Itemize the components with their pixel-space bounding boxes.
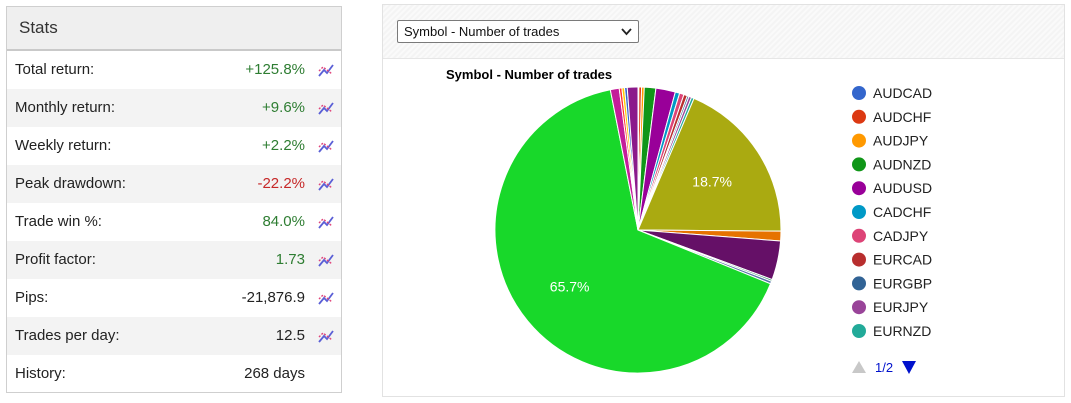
legend-item[interactable]: EURCAD <box>873 252 932 268</box>
trend-chart-icon[interactable] <box>317 290 335 306</box>
legend-swatch <box>852 109 866 124</box>
legend-swatch <box>852 300 866 315</box>
legend-swatch <box>852 157 866 172</box>
stat-row: Trade win %: 84.0% <box>7 203 341 241</box>
legend-item[interactable]: AUDNZD <box>873 156 931 172</box>
stat-value: 268 days <box>244 365 305 382</box>
legend-swatch <box>852 181 866 196</box>
trend-chart-icon[interactable] <box>317 62 335 78</box>
chart-title: Symbol - Number of trades <box>446 67 612 82</box>
slice-label: 65.7% <box>550 278 590 294</box>
pie-slice[interactable] <box>626 86 639 231</box>
legend-swatch <box>852 324 866 338</box>
stat-value: 1.73 <box>275 251 305 268</box>
stat-label: Trades per day: <box>15 327 120 344</box>
pie-chart: Symbol - Number of trades 18.7% 65.7% AUDCA… <box>446 67 932 375</box>
legend-item[interactable]: EURNZD <box>873 323 931 339</box>
legend-item[interactable]: AUDCHF <box>873 109 931 125</box>
trend-chart-icon[interactable] <box>317 214 335 230</box>
legend-item[interactable]: EURJPY <box>873 299 929 315</box>
stat-label: Trade win %: <box>15 213 102 230</box>
stat-label: Monthly return: <box>15 99 116 116</box>
trend-chart-icon[interactable] <box>317 176 335 192</box>
triangle-up-icon[interactable] <box>852 361 866 373</box>
legend-swatch <box>852 252 866 267</box>
stat-row: Profit factor: 1.73 <box>7 241 341 279</box>
chart-type-select-value: Symbol - Number of trades <box>404 24 560 39</box>
stats-list: Total return: +125.8% Monthly return: +9.6%… <box>7 51 341 393</box>
stat-label: Weekly return: <box>15 137 112 154</box>
stat-label: Profit factor: <box>15 251 96 268</box>
stat-row: Peak drawdown: -22.2% <box>7 165 341 203</box>
legend-item[interactable]: AUDJPY <box>873 133 929 149</box>
chart-type-select[interactable]: Symbol - Number of trades <box>397 20 639 43</box>
stat-label: Pips: <box>15 289 49 306</box>
stat-value: +9.6% <box>262 99 305 116</box>
slice-label: 18.7% <box>692 173 732 189</box>
chart-panel: Symbol - Number of trades Symbol - Numbe… <box>382 4 1065 397</box>
stat-row: History: 268 days <box>7 355 341 393</box>
legend-swatch <box>852 133 866 148</box>
stat-value: 84.0% <box>262 213 305 230</box>
stat-row: Total return: +125.8% <box>7 51 341 89</box>
legend-item[interactable]: CADJPY <box>873 228 929 244</box>
stat-row: Trades per day: 12.5 <box>7 317 341 355</box>
stat-row: Pips: -21,876.9 <box>7 279 341 317</box>
legend-item[interactable]: EURGBP <box>873 275 932 291</box>
chevron-down-icon <box>621 28 632 36</box>
pie-slice[interactable] <box>637 97 782 232</box>
stat-value: +2.2% <box>262 137 305 154</box>
stat-value: -21,876.9 <box>241 289 305 306</box>
stat-label: History: <box>15 365 66 382</box>
legend-page-indicator: 1/2 <box>875 360 893 375</box>
stats-panel: Stats Total return: +125.8% Monthly return… <box>6 6 342 393</box>
legend-swatch <box>852 228 866 243</box>
trend-chart-icon[interactable] <box>317 138 335 154</box>
stat-row: Monthly return: +9.6% <box>7 89 341 127</box>
stat-label: Total return: <box>15 61 95 78</box>
trend-chart-icon[interactable] <box>317 100 335 116</box>
legend-swatch <box>852 205 866 219</box>
trend-chart-icon[interactable] <box>317 252 335 268</box>
stat-value: 12.5 <box>275 327 305 344</box>
pie-slice[interactable] <box>494 89 772 374</box>
legend-swatch <box>852 86 866 100</box>
stat-row: Weekly return: +2.2% <box>7 127 341 165</box>
legend-item[interactable]: CADCHF <box>873 204 931 220</box>
legend-item[interactable]: AUDUSD <box>873 180 932 196</box>
legend-item[interactable]: AUDCAD <box>873 85 932 101</box>
stat-label: Peak drawdown: <box>15 175 126 192</box>
triangle-down-icon[interactable] <box>902 361 916 374</box>
stat-value: +125.8% <box>245 61 305 78</box>
legend-swatch <box>852 276 866 291</box>
stats-title: Stats <box>7 7 341 51</box>
trend-chart-icon[interactable] <box>317 328 335 344</box>
stat-value: -22.2% <box>257 175 305 192</box>
